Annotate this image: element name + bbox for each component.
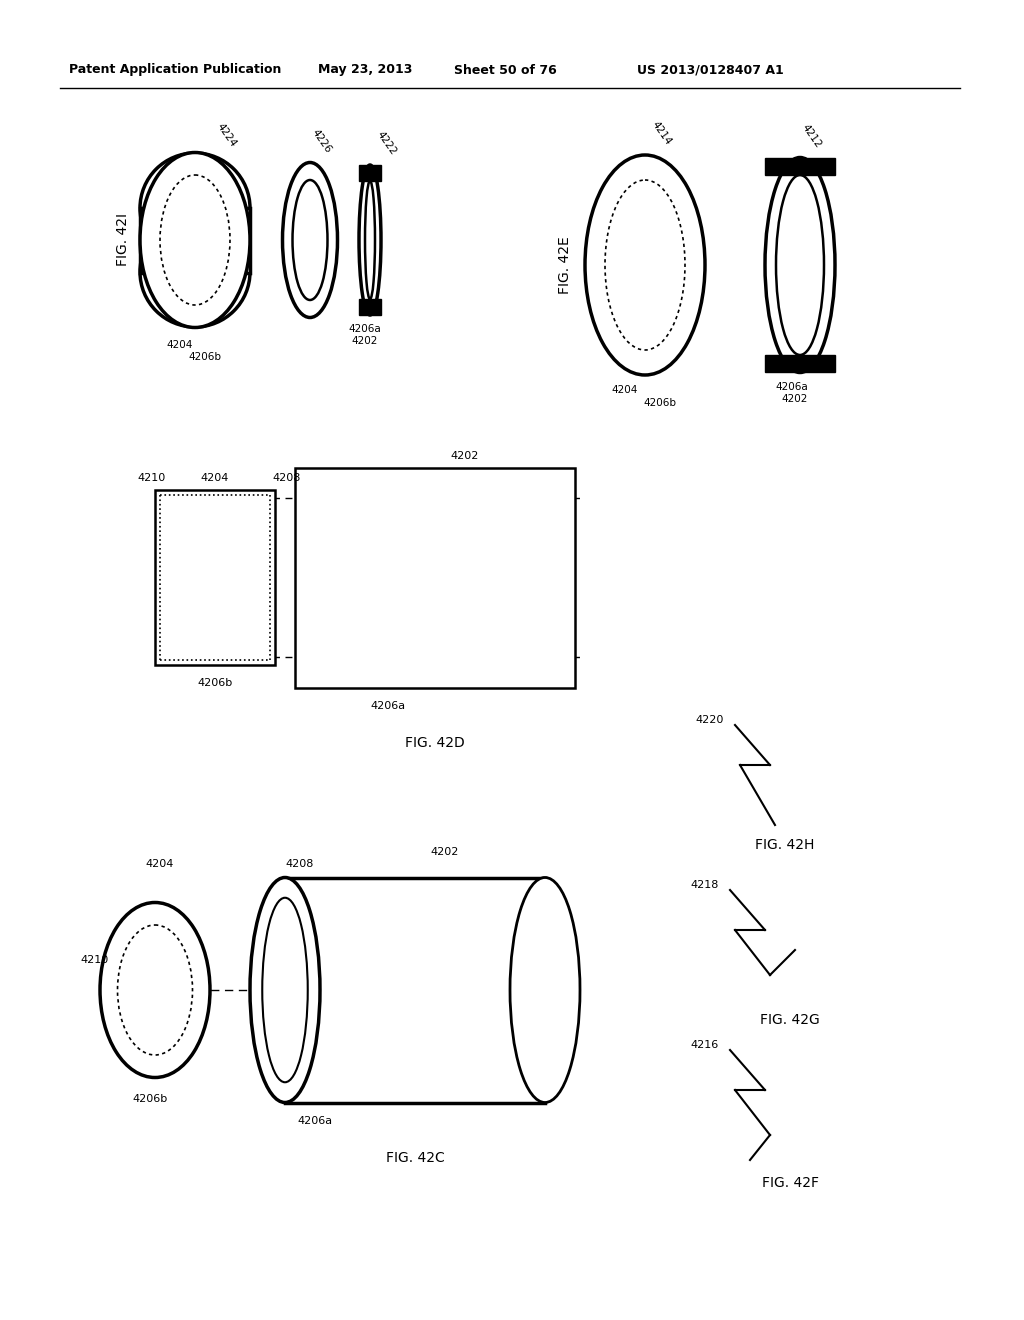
Ellipse shape (140, 153, 250, 263)
Text: FIG. 42F: FIG. 42F (762, 1176, 818, 1191)
Ellipse shape (293, 180, 328, 300)
Text: 4224: 4224 (215, 121, 239, 149)
Text: May 23, 2013: May 23, 2013 (317, 63, 413, 77)
Ellipse shape (250, 878, 319, 1102)
Text: 4202: 4202 (781, 393, 808, 404)
Ellipse shape (510, 878, 580, 1102)
Bar (285, 878, 545, 1104)
Bar (295, 469, 575, 688)
Bar (155, 490, 275, 665)
Text: 4206b: 4206b (132, 1094, 168, 1104)
Text: 4208: 4208 (286, 859, 314, 869)
Text: 4206a: 4206a (348, 323, 381, 334)
Text: 4206a: 4206a (297, 1115, 333, 1126)
Text: 4208: 4208 (272, 473, 301, 483)
Text: FIG. 42C: FIG. 42C (386, 1151, 444, 1166)
Text: 4204: 4204 (145, 859, 174, 869)
Text: 4226: 4226 (310, 127, 334, 154)
Text: 4204: 4204 (167, 341, 194, 350)
Ellipse shape (765, 157, 835, 372)
Bar (765, 158, 835, 176)
Ellipse shape (140, 216, 250, 327)
Text: 4212: 4212 (800, 123, 823, 149)
Text: 4210: 4210 (137, 473, 165, 483)
Ellipse shape (140, 153, 250, 327)
Text: US 2013/0128407 A1: US 2013/0128407 A1 (637, 63, 783, 77)
Text: 4214: 4214 (650, 119, 674, 147)
Text: 4206b: 4206b (188, 352, 221, 362)
Text: 4220: 4220 (695, 715, 723, 725)
Text: 4202: 4202 (451, 451, 479, 461)
Text: 4202: 4202 (431, 847, 459, 857)
Text: FIG. 42I: FIG. 42I (116, 214, 130, 267)
Text: 4202: 4202 (352, 337, 378, 346)
Text: 4206a: 4206a (371, 701, 406, 711)
Ellipse shape (262, 898, 308, 1082)
Text: 4206a: 4206a (775, 381, 808, 392)
Text: 4204: 4204 (611, 385, 638, 395)
Text: 4222: 4222 (375, 129, 398, 157)
Ellipse shape (776, 176, 824, 355)
Text: 4206b: 4206b (643, 399, 677, 408)
Text: 4206b: 4206b (198, 678, 232, 688)
Ellipse shape (283, 162, 338, 318)
Text: Patent Application Publication: Patent Application Publication (69, 63, 282, 77)
Ellipse shape (365, 181, 375, 300)
Bar (140, 209, 250, 273)
Text: Sheet 50 of 76: Sheet 50 of 76 (454, 63, 556, 77)
Text: 4218: 4218 (690, 880, 719, 890)
Text: FIG. 42D: FIG. 42D (406, 737, 465, 750)
Bar (765, 355, 835, 372)
Text: 4216: 4216 (690, 1040, 718, 1049)
Text: FIG. 42G: FIG. 42G (760, 1012, 820, 1027)
Text: 4204: 4204 (201, 473, 229, 483)
Text: FIG. 42H: FIG. 42H (756, 838, 815, 851)
Ellipse shape (100, 903, 210, 1077)
Bar (359, 300, 381, 315)
Ellipse shape (585, 154, 705, 375)
Bar (359, 165, 381, 181)
Ellipse shape (359, 165, 381, 315)
Text: FIG. 42E: FIG. 42E (558, 236, 572, 294)
Text: 4210: 4210 (80, 954, 109, 965)
